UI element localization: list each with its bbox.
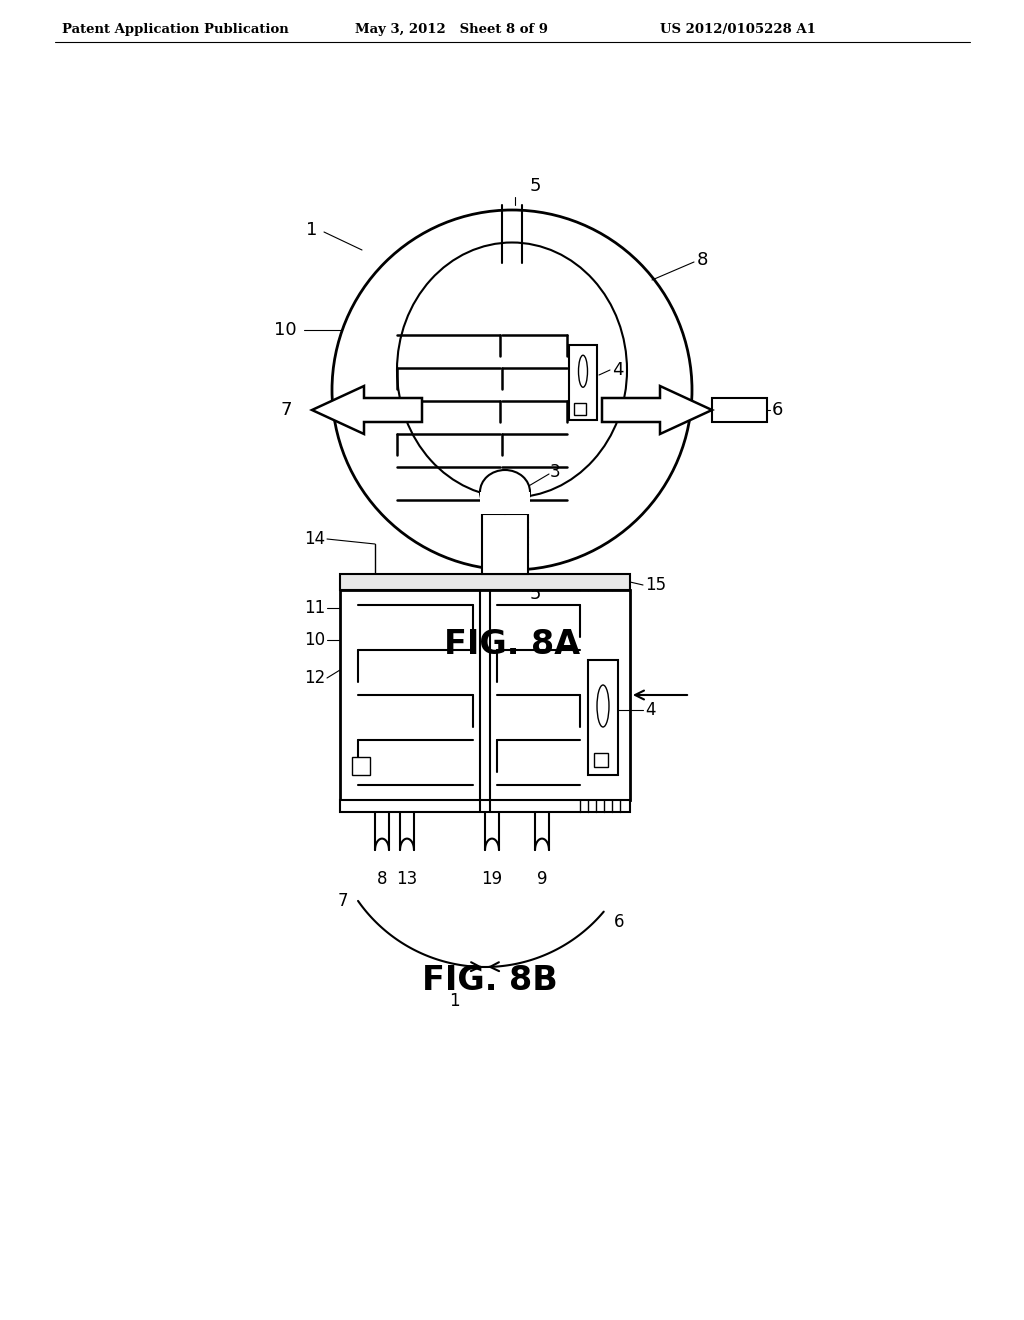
Text: FIG. 8A: FIG. 8A bbox=[444, 628, 580, 661]
Polygon shape bbox=[602, 385, 712, 434]
Bar bbox=[480, 492, 530, 513]
Text: 13: 13 bbox=[396, 870, 418, 888]
Text: 1: 1 bbox=[305, 220, 317, 239]
Text: FIG. 8B: FIG. 8B bbox=[422, 964, 558, 997]
Text: 7: 7 bbox=[338, 892, 348, 909]
Text: 9: 9 bbox=[537, 870, 547, 888]
Bar bbox=[340, 800, 630, 812]
Text: 6: 6 bbox=[772, 401, 783, 418]
Text: May 3, 2012   Sheet 8 of 9: May 3, 2012 Sheet 8 of 9 bbox=[355, 24, 548, 37]
Text: 5: 5 bbox=[530, 585, 542, 603]
Text: 11: 11 bbox=[304, 599, 325, 616]
Text: 7: 7 bbox=[281, 401, 292, 418]
Bar bbox=[594, 752, 608, 767]
Text: 4: 4 bbox=[612, 360, 624, 379]
Text: 10: 10 bbox=[274, 321, 297, 339]
Text: 4: 4 bbox=[645, 701, 655, 719]
Bar bbox=[340, 574, 630, 590]
Bar bbox=[712, 399, 767, 422]
Ellipse shape bbox=[332, 210, 692, 570]
Text: US 2012/0105228 A1: US 2012/0105228 A1 bbox=[660, 24, 816, 37]
Text: 1: 1 bbox=[450, 993, 460, 1010]
Text: 6: 6 bbox=[613, 912, 625, 931]
Text: 12: 12 bbox=[304, 669, 325, 686]
Text: 8: 8 bbox=[377, 870, 387, 888]
Ellipse shape bbox=[397, 243, 627, 498]
Text: 14: 14 bbox=[304, 531, 325, 548]
Ellipse shape bbox=[480, 470, 530, 513]
Text: 3: 3 bbox=[550, 463, 560, 480]
Bar bbox=[482, 513, 528, 574]
Text: 19: 19 bbox=[481, 870, 503, 888]
Text: 10: 10 bbox=[304, 631, 325, 649]
Text: Patent Application Publication: Patent Application Publication bbox=[62, 24, 289, 37]
Text: 15: 15 bbox=[645, 576, 667, 594]
Text: 8: 8 bbox=[697, 251, 709, 269]
Bar bbox=[340, 590, 630, 800]
Bar bbox=[352, 756, 370, 775]
Text: 5: 5 bbox=[530, 177, 542, 195]
Bar bbox=[574, 403, 586, 414]
Bar bbox=[588, 660, 618, 775]
Polygon shape bbox=[312, 385, 422, 434]
Bar bbox=[569, 345, 597, 420]
